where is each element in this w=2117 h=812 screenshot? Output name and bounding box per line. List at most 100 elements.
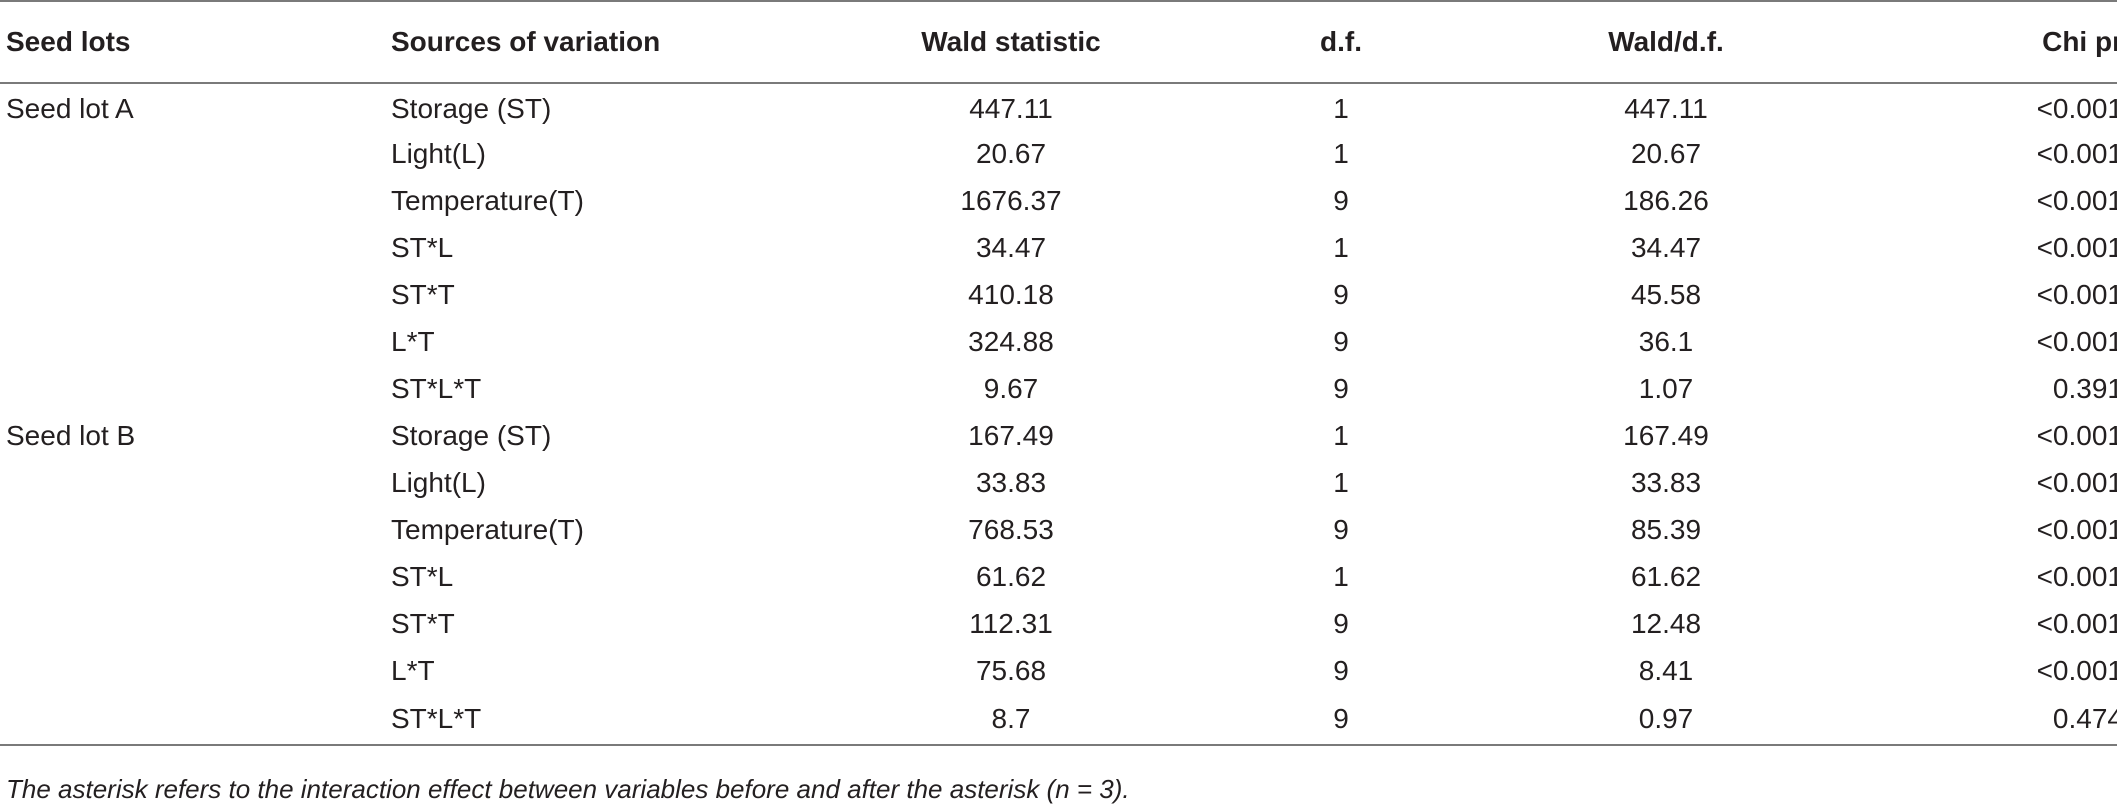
- cell-wald-statistic: 447.11: [969, 93, 1053, 124]
- cell-source: ST*T: [391, 278, 455, 310]
- cell-wald-per-df: 33.83: [1630, 466, 1702, 498]
- cell-chi-pr: <0.001: [2036, 231, 2117, 263]
- cell-wald-statistic: 61.62: [975, 560, 1047, 592]
- cell-source: Light(L): [391, 466, 486, 498]
- cell-seed-lot: [0, 600, 391, 647]
- cell-seed-lot: [0, 365, 391, 412]
- cell-wald-per-df: 85.39: [1630, 513, 1702, 545]
- table-row: ST*L*T 9.67 9 1.07 0.391: [0, 365, 2117, 412]
- cell-source: Storage (ST): [391, 93, 552, 124]
- cell-chi-pr: 0.474: [1861, 694, 2117, 746]
- table-footnote: The asterisk refers to the interaction e…: [6, 774, 1130, 804]
- table-row: ST*T 112.31 9 12.48 <0.001: [0, 600, 2117, 647]
- cell-chi-pr: <0.001: [2036, 184, 2117, 216]
- cell-chi-pr: <0.001: [2036, 607, 2117, 639]
- header-sources-of-variation: Sources of variation: [391, 0, 811, 84]
- cell-wald-statistic: 768.53: [968, 513, 1054, 545]
- header-wald-per-df: Wald/d.f.: [1471, 0, 1861, 84]
- cell-df: 9: [1333, 513, 1349, 545]
- table-row: L*T 75.68 9 8.41 <0.001: [0, 647, 2117, 694]
- cell-seed-lot: [0, 506, 391, 553]
- anova-table: Seed lots Sources of variation Wald stat…: [0, 0, 2117, 746]
- header-chi-pr: Chi pr: [1861, 0, 2117, 84]
- cell-df: 1: [1333, 419, 1349, 451]
- cell-wald-statistic: 410.18: [968, 278, 1054, 310]
- cell-seed-lot: [0, 647, 391, 694]
- cell-source: ST*L: [391, 231, 454, 263]
- cell-wald-per-df: 34.47: [1630, 231, 1702, 263]
- cell-wald-per-df: 0.97: [1471, 694, 1861, 746]
- cell-chi-pr: <0.001: [2036, 560, 2117, 592]
- cell-wald-statistic: 33.83: [975, 466, 1047, 498]
- cell-wald-statistic: 9.67: [983, 372, 1039, 404]
- cell-source: ST*L: [391, 560, 454, 592]
- table-row: ST*L 61.62 1 61.62 <0.001: [0, 553, 2117, 600]
- table-row: Temperature(T) 1676.37 9 186.26 <0.001: [0, 177, 2117, 224]
- cell-source: ST*L*T: [391, 694, 811, 746]
- table-header-row: Seed lots Sources of variation Wald stat…: [0, 0, 2117, 84]
- table-row: Light(L) 33.83 1 33.83 <0.001: [0, 459, 2117, 506]
- table-row: Temperature(T) 768.53 9 85.39 <0.001: [0, 506, 2117, 553]
- cell-chi-pr: <0.001: [2036, 513, 2117, 545]
- cell-df: 9: [1333, 184, 1349, 216]
- cell-chi-pr: 0.391: [2052, 372, 2117, 404]
- cell-chi-pr: <0.001: [2036, 278, 2117, 310]
- cell-source: Temperature(T): [391, 184, 584, 216]
- cell-source: ST*L*T: [391, 372, 482, 404]
- table-row: ST*L*T 8.7 9 0.97 0.474: [0, 694, 2117, 746]
- cell-wald-per-df: 186.26: [1623, 184, 1709, 216]
- cell-seed-lot: [0, 694, 391, 746]
- cell-wald-statistic: 75.68: [975, 654, 1047, 686]
- cell-chi-pr: <0.001: [2036, 466, 2117, 498]
- table-row: Seed lot A Storage (ST) 447.11 1 447.11 <0.00…: [0, 83, 2117, 130]
- cell-df: 9: [1333, 654, 1349, 686]
- cell-df: 1: [1333, 93, 1349, 124]
- cell-df: 9: [1333, 278, 1349, 310]
- cell-source: ST*T: [391, 607, 455, 639]
- cell-chi-pr: <0.001: [2036, 93, 2117, 124]
- cell-df: 9: [1333, 372, 1349, 404]
- cell-wald-per-df: 20.67: [1630, 137, 1702, 169]
- table-body: Seed lot A Storage (ST) 447.11 1 447.11 <0.00…: [0, 83, 2117, 746]
- cell-wald-per-df: 61.62: [1630, 560, 1702, 592]
- cell-chi-pr: <0.001: [2036, 325, 2117, 357]
- cell-wald-statistic: 167.49: [968, 419, 1054, 451]
- table-row: ST*T 410.18 9 45.58 <0.001: [0, 271, 2117, 318]
- cell-wald-per-df: 167.49: [1623, 419, 1709, 451]
- cell-wald-per-df: 12.48: [1630, 607, 1702, 639]
- cell-df: 1: [1333, 466, 1349, 498]
- cell-wald-per-df: 447.11: [1624, 93, 1708, 124]
- cell-chi-pr: <0.001: [2036, 654, 2117, 686]
- cell-df: 1: [1333, 560, 1349, 592]
- cell-seed-lot: Seed lot A: [6, 93, 134, 124]
- cell-df: 1: [1333, 137, 1349, 169]
- table-row: Light(L) 20.67 1 20.67 <0.001: [0, 130, 2117, 177]
- cell-wald-statistic: 20.67: [975, 137, 1047, 169]
- cell-wald-statistic: 324.88: [968, 325, 1054, 357]
- cell-source: L*T: [391, 654, 435, 686]
- table-row: L*T 324.88 9 36.1 <0.001: [0, 318, 2117, 365]
- cell-wald-per-df: 1.07: [1638, 372, 1694, 404]
- cell-seed-lot: [0, 318, 391, 365]
- cell-df: 1: [1333, 231, 1349, 263]
- cell-df: 9: [1333, 607, 1349, 639]
- cell-source: Light(L): [391, 137, 486, 169]
- cell-wald-statistic: 112.31: [969, 607, 1053, 639]
- cell-wald-per-df: 8.41: [1638, 654, 1694, 686]
- header-wald-statistic: Wald statistic: [811, 0, 1211, 84]
- cell-wald-statistic: 8.7: [811, 694, 1211, 746]
- cell-seed-lot: [0, 130, 391, 177]
- cell-seed-lot: [0, 177, 391, 224]
- cell-wald-per-df: 36.1: [1638, 325, 1694, 357]
- cell-source: Storage (ST): [391, 419, 552, 451]
- cell-seed-lot: [0, 459, 391, 506]
- table-row: ST*L 34.47 1 34.47 <0.001: [0, 224, 2117, 271]
- cell-source: Temperature(T): [391, 513, 584, 545]
- cell-seed-lot: [0, 224, 391, 271]
- cell-wald-per-df: 45.58: [1630, 278, 1702, 310]
- cell-chi-pr: <0.001: [2036, 419, 2117, 451]
- cell-wald-statistic: 34.47: [975, 231, 1047, 263]
- cell-df: 9: [1333, 325, 1349, 357]
- cell-wald-statistic: 1676.37: [960, 184, 1062, 216]
